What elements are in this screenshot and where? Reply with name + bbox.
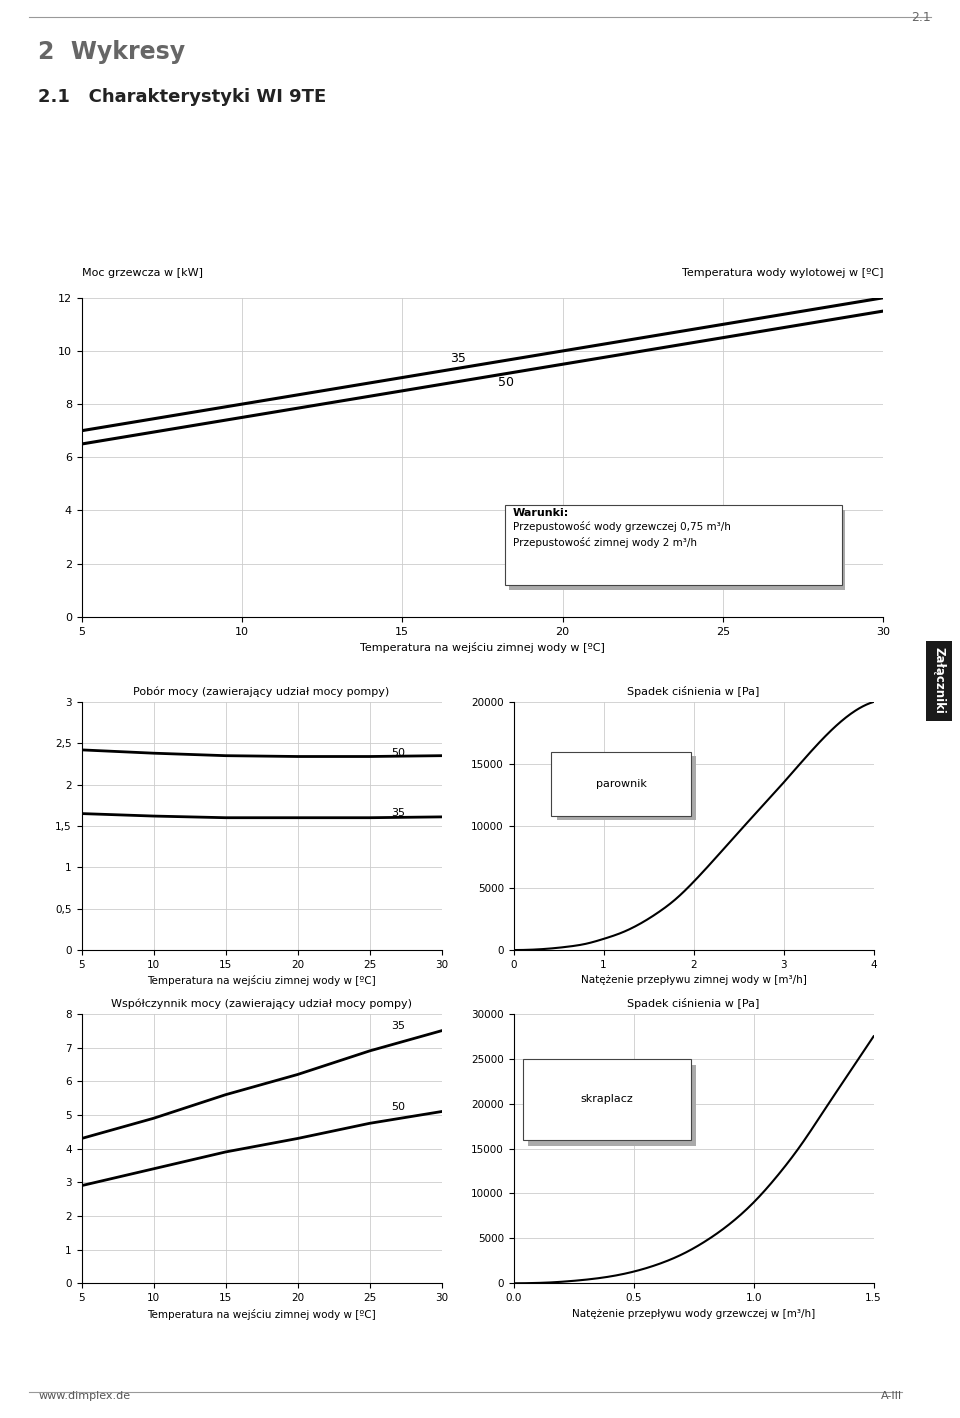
Bar xyxy=(551,752,691,817)
Title: Współczynnik mocy (zawierający udział mocy pompy): Współczynnik mocy (zawierający udział mo… xyxy=(111,998,412,1010)
Title: Spadek ciśnienia w [Pa]: Spadek ciśnienia w [Pa] xyxy=(628,998,759,1010)
Text: Przepustowość wody grzewczej 0,75 m³/h: Przepustowość wody grzewczej 0,75 m³/h xyxy=(513,522,731,532)
Text: 35: 35 xyxy=(450,352,467,364)
Text: 2.1: 2.1 xyxy=(911,11,931,24)
Bar xyxy=(505,505,842,586)
Bar xyxy=(528,1065,696,1146)
Text: 2  Wykresy: 2 Wykresy xyxy=(38,40,185,64)
X-axis label: Natężenie przepływu wody grzewczej w [m³/h]: Natężenie przepływu wody grzewczej w [m³… xyxy=(572,1309,815,1319)
Bar xyxy=(509,510,846,590)
Text: Warunki:: Warunki: xyxy=(513,508,569,518)
Text: parownik: parownik xyxy=(596,778,647,788)
Title: Spadek ciśnienia w [Pa]: Spadek ciśnienia w [Pa] xyxy=(628,686,759,698)
Text: skraplacz: skraplacz xyxy=(581,1095,634,1105)
Text: Przepustowość zimnej wody 2 m³/h: Przepustowość zimnej wody 2 m³/h xyxy=(513,537,697,549)
Text: Temperatura wody wylotowej w [ºC]: Temperatura wody wylotowej w [ºC] xyxy=(682,268,883,278)
Bar xyxy=(557,756,696,821)
Text: 50: 50 xyxy=(392,747,405,757)
Text: A-III: A-III xyxy=(881,1391,902,1401)
Text: 2.1   Charakterystyki WI 9TE: 2.1 Charakterystyki WI 9TE xyxy=(38,88,326,106)
Text: 35: 35 xyxy=(392,808,405,818)
Text: www.dimplex.de: www.dimplex.de xyxy=(38,1391,131,1401)
X-axis label: Temperatura na wejściu zimnej wody w [ºC]: Temperatura na wejściu zimnej wody w [ºC… xyxy=(147,1309,376,1320)
Text: 50: 50 xyxy=(498,376,515,389)
Text: 50: 50 xyxy=(392,1102,405,1112)
X-axis label: Temperatura na wejściu zimnej wody w [ºC]: Temperatura na wejściu zimnej wody w [ºC… xyxy=(147,976,376,987)
X-axis label: Temperatura na wejściu zimnej wody w [ºC]: Temperatura na wejściu zimnej wody w [ºC… xyxy=(360,642,605,654)
Text: 35: 35 xyxy=(392,1021,405,1031)
Bar xyxy=(523,1059,691,1140)
X-axis label: Natężenie przepływu zimnej wody w [m³/h]: Natężenie przepływu zimnej wody w [m³/h] xyxy=(581,976,806,986)
Title: Pobór mocy (zawierający udział mocy pompy): Pobór mocy (zawierający udział mocy pomp… xyxy=(133,686,390,698)
Text: Załączniki: Załączniki xyxy=(932,647,946,715)
Text: Moc grzewcza w [kW]: Moc grzewcza w [kW] xyxy=(82,268,203,278)
